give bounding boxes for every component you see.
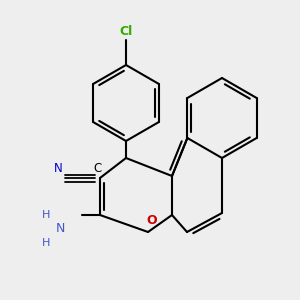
Text: O: O <box>147 214 157 226</box>
Text: C: C <box>93 161 101 175</box>
Text: N: N <box>54 161 62 175</box>
Text: H: H <box>42 238 50 248</box>
Text: N: N <box>55 221 65 235</box>
Text: H: H <box>42 210 50 220</box>
Text: Cl: Cl <box>119 25 133 38</box>
